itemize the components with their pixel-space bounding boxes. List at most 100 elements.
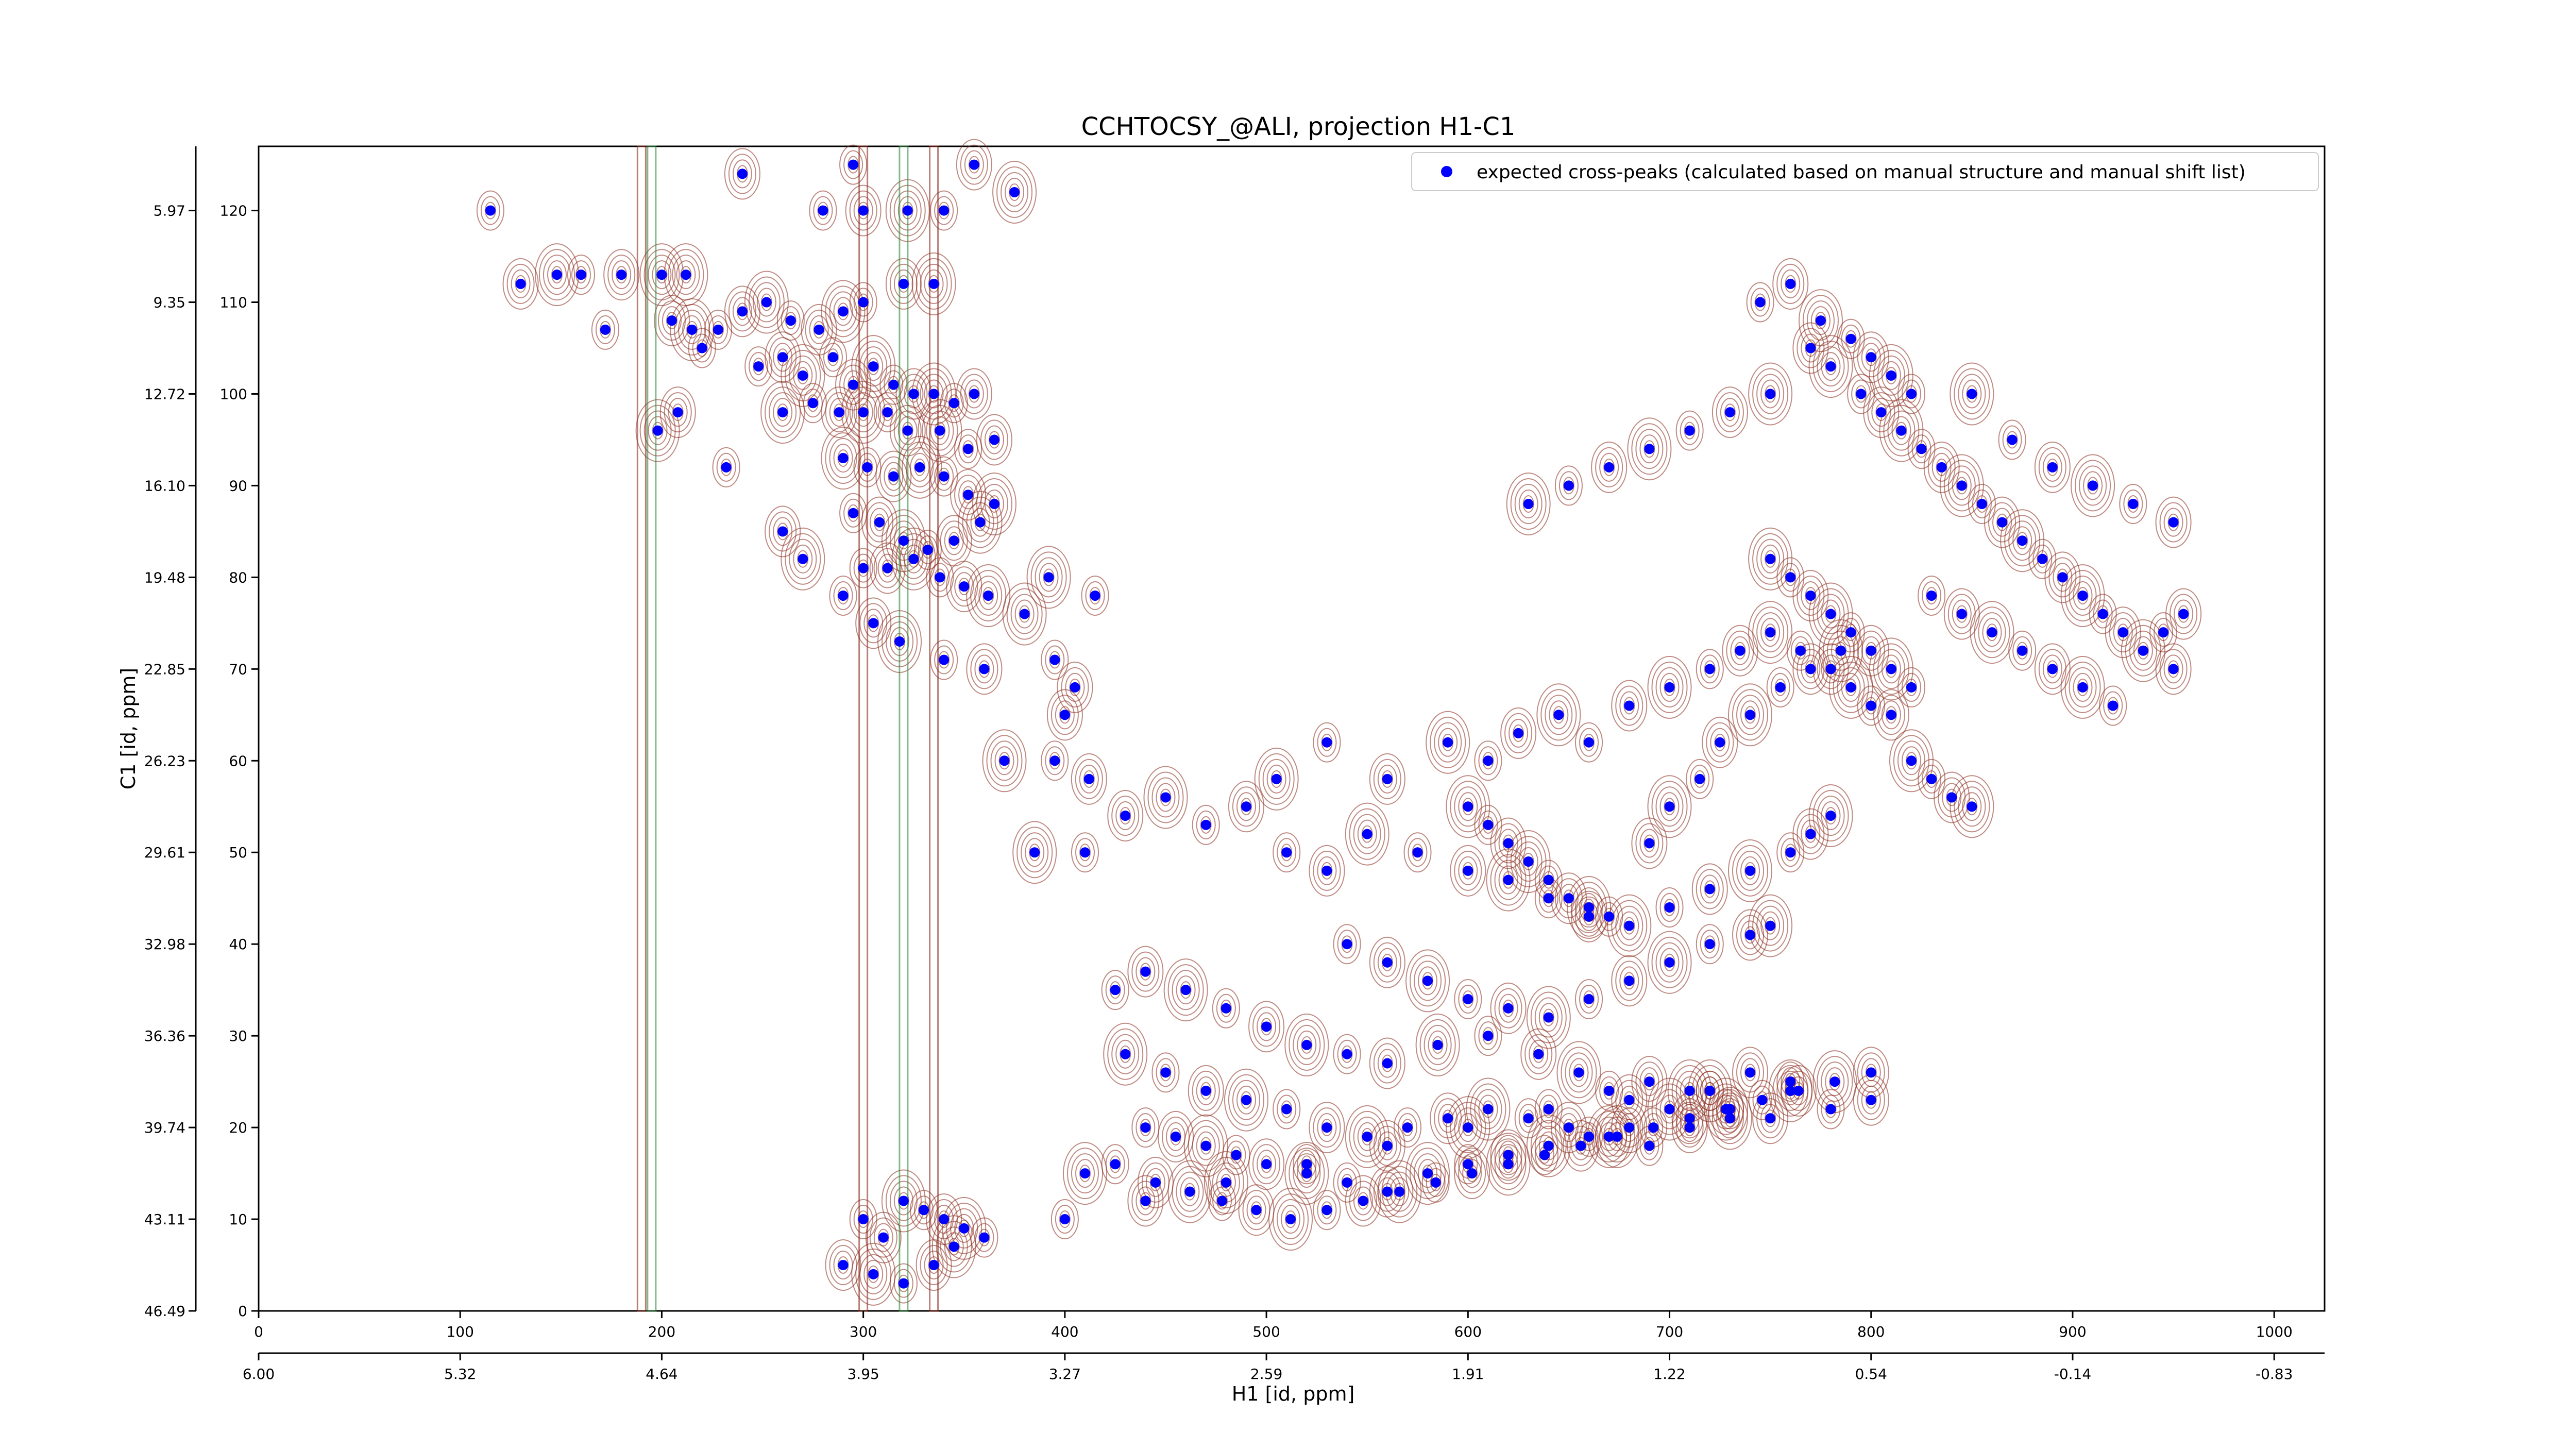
contour-ring xyxy=(1821,654,1841,684)
contour-ring xyxy=(603,249,640,301)
contour-cluster xyxy=(1647,931,1692,994)
contour-ring xyxy=(1045,746,1065,776)
contour-ring xyxy=(1529,1039,1549,1069)
contour-ring xyxy=(1035,557,1063,598)
contour-ring xyxy=(1538,1003,1558,1032)
contour-ring xyxy=(476,190,504,231)
contour-ring xyxy=(1001,172,1029,212)
contour-ring xyxy=(851,335,896,398)
solvent-stripe xyxy=(899,145,909,1312)
cross-peak-marker xyxy=(1721,1104,1732,1115)
contour-cluster xyxy=(1575,979,1603,1019)
contour-ring xyxy=(1736,695,1765,735)
contour-ring xyxy=(1923,441,1960,493)
cross-peak-marker xyxy=(2117,627,2128,638)
cross-peak-marker xyxy=(868,1269,879,1279)
contour-ring xyxy=(595,315,615,344)
cross-peak-marker xyxy=(838,306,849,317)
contour-ring xyxy=(543,255,571,295)
contour-ring xyxy=(732,159,752,189)
contour-ring xyxy=(1317,728,1337,757)
contour-ring xyxy=(1478,746,1498,776)
cross-peak-marker xyxy=(2178,609,2189,619)
contour-ring xyxy=(1748,1080,1776,1120)
y-tick-label: 60 xyxy=(229,752,247,769)
contour-ring xyxy=(1877,695,1905,735)
cross-peak-marker xyxy=(1180,985,1191,996)
contour-ring xyxy=(1563,1120,1599,1172)
cross-peak-marker xyxy=(1987,627,1997,638)
contour-ring xyxy=(1224,1068,1268,1132)
contour-ring xyxy=(1136,1186,1156,1216)
contour-ring xyxy=(1143,766,1188,829)
contour-cluster xyxy=(659,386,696,439)
cross-peak-marker xyxy=(1573,1067,1584,1078)
contour-ring xyxy=(1619,691,1639,720)
contour-ring xyxy=(1801,654,1821,684)
contour-ring xyxy=(1857,630,1885,671)
contour-ring xyxy=(1105,975,1125,1005)
contour-ring xyxy=(1313,850,1341,891)
cross-peak-marker xyxy=(1200,819,1211,830)
contour-ring xyxy=(1575,722,1603,763)
contour-ring xyxy=(607,255,636,295)
contour-cluster xyxy=(1204,1151,1248,1214)
cross-peak-marker xyxy=(1956,609,1967,619)
contour-ring xyxy=(1454,786,1482,827)
cross-peak-marker xyxy=(1664,957,1675,968)
cross-peak-marker xyxy=(888,379,899,390)
contour-ring xyxy=(1801,333,1821,363)
contour-ring xyxy=(1565,1052,1593,1093)
contour-cluster xyxy=(1188,1065,1224,1117)
contour-ring xyxy=(1579,728,1599,757)
contour-cluster xyxy=(664,243,708,307)
cross-peak-marker xyxy=(1765,389,1776,399)
cross-peak-marker xyxy=(894,636,905,647)
contour-ring xyxy=(954,1214,974,1243)
contour-ring xyxy=(1041,740,1069,781)
contour-ring xyxy=(1781,269,1801,298)
cross-peak-marker xyxy=(1217,1195,1228,1206)
contour-ring xyxy=(839,493,868,533)
contour-ring xyxy=(1337,930,1357,959)
contour-ring xyxy=(859,1254,888,1294)
contour-ring xyxy=(1847,374,1875,414)
y-tick-label: 120 xyxy=(220,203,247,220)
contour-ring xyxy=(1651,661,1688,713)
cross-peak-marker xyxy=(1321,865,1332,876)
contour-cluster xyxy=(1776,832,1805,873)
cross-peak-marker xyxy=(1845,682,1856,693)
cross-peak-marker xyxy=(1793,1085,1804,1096)
contour-ring xyxy=(1534,1089,1563,1130)
contour-ring xyxy=(1651,1083,1688,1135)
contour-ring xyxy=(1534,997,1563,1038)
contour-ring xyxy=(1418,966,1438,996)
contour-ring xyxy=(1781,838,1801,867)
contour-ring xyxy=(648,416,668,445)
contour-ring xyxy=(2105,606,2141,659)
contour-ring xyxy=(2129,630,2157,671)
contour-ring xyxy=(785,533,821,585)
contour-ring xyxy=(672,255,700,295)
contour-ring xyxy=(1736,850,1765,891)
cross-peak-marker xyxy=(1886,370,1896,381)
contour-ring xyxy=(1869,637,1913,701)
y-tick-label: 0 xyxy=(238,1303,247,1320)
contour-ring xyxy=(1101,970,1129,1010)
contour-ring xyxy=(1722,625,1758,677)
contour-ring xyxy=(732,297,752,326)
cross-peak-marker xyxy=(939,471,950,482)
contour-ring xyxy=(1373,759,1401,799)
contour-ring xyxy=(749,352,769,381)
cross-peak-marker xyxy=(1644,1076,1655,1087)
contour-ring xyxy=(2163,654,2183,684)
contour-ring xyxy=(1988,502,2016,543)
cross-peak-marker xyxy=(1301,1168,1312,1179)
contour-ring xyxy=(1183,1114,1228,1177)
c1-ppm-tick-label: 46.49 xyxy=(144,1303,185,1320)
cross-peak-marker xyxy=(1019,609,1030,619)
contour-cluster xyxy=(1002,582,1047,646)
contour-ring xyxy=(849,1199,877,1240)
contour-ring xyxy=(1458,1153,1486,1194)
cross-peak-marker xyxy=(1382,773,1393,784)
